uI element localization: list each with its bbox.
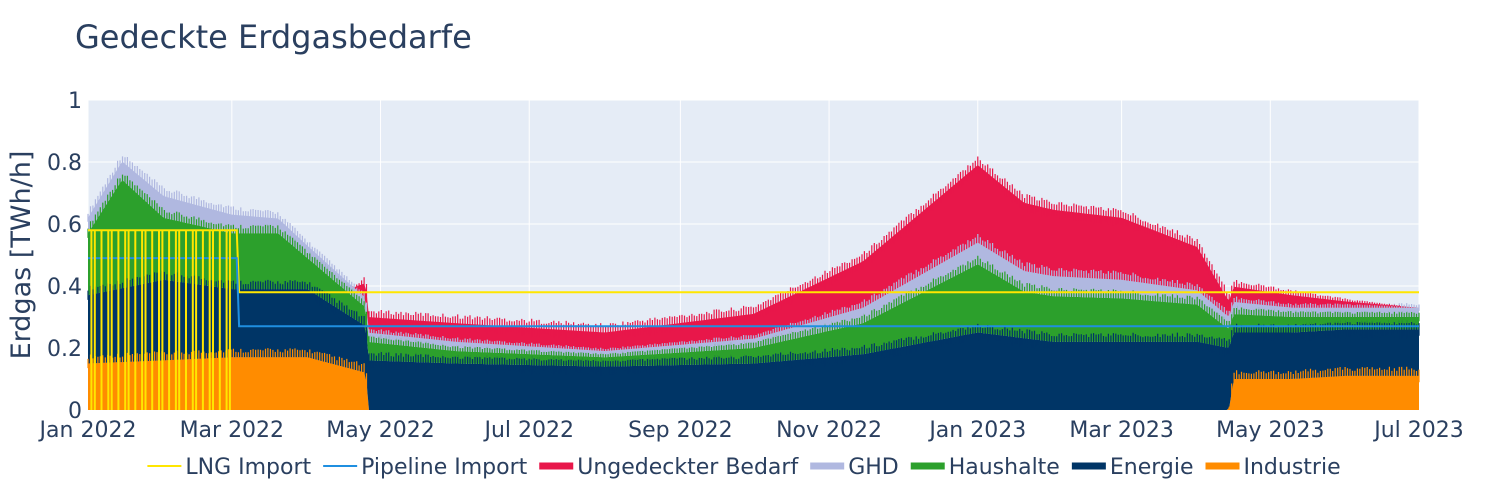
legend-item[interactable]: Pipeline Import (323, 455, 528, 480)
legend-item[interactable]: LNG Import (147, 455, 312, 480)
legend-label: GHD (848, 455, 899, 480)
legend-label: Haushalte (949, 455, 1060, 480)
legend-item[interactable]: Haushalte (910, 455, 1060, 480)
x-tick-label: Mar 2023 (1069, 418, 1174, 443)
area-series (88, 279, 1419, 410)
chart-title: Gedeckte Erdgasbedarfe (75, 18, 472, 56)
legend-item[interactable]: GHD (810, 455, 899, 480)
legend-label: Industrie (1244, 455, 1341, 480)
area-jitter (87, 270, 1420, 376)
x-tick-label: May 2023 (1216, 418, 1324, 443)
tick-layer: 0 0.2 0.4 0.6 0.8 1 Jan 2022 Mar 2022 May 2022 Ju… (38, 89, 1464, 443)
x-tick-label: Jan 2022 (38, 418, 137, 443)
legend-item[interactable]: Energie (1071, 455, 1194, 480)
y-axis-title: Erdgas [TWh/h] (6, 151, 37, 360)
noise-layer (87, 156, 1420, 409)
legend-label: Ungedeckter Bedarf (577, 455, 799, 480)
area-jitter (356, 156, 1400, 342)
lng-spikes (90, 230, 231, 410)
area-jitter (87, 156, 1420, 354)
y-tick-label: 0.6 (47, 213, 82, 238)
legend[interactable]: LNG Import Pipeline Import Ungedeckter Bed… (147, 455, 1341, 480)
y-tick-label: 0.8 (47, 151, 82, 176)
legend-item[interactable]: Ungedeckter Bedarf (539, 455, 799, 480)
y-tick-label: 1 (68, 89, 82, 114)
legend-label: Pipeline Import (361, 455, 527, 480)
legend-item[interactable]: Industrie (1205, 455, 1341, 480)
area-series (88, 161, 1419, 351)
x-tick-label: Jul 2023 (1372, 418, 1464, 443)
x-tick-label: May 2022 (326, 418, 434, 443)
y-tick-label: 0 (68, 399, 82, 424)
y-tick-label: 0.4 (47, 275, 82, 300)
legend-label: Energie (1110, 455, 1194, 480)
x-tick-label: Sep 2022 (628, 418, 732, 443)
line-layer (88, 229, 1419, 410)
y-tick-label: 0.2 (47, 337, 82, 362)
area-series (88, 180, 1419, 367)
x-tick-label: Jan 2023 (927, 418, 1026, 443)
x-tick-label: Mar 2022 (180, 418, 285, 443)
x-tick-label: Nov 2022 (776, 418, 882, 443)
legend-label: LNG Import (185, 455, 311, 480)
x-tick-label: Jul 2022 (482, 418, 574, 443)
area-jitter (87, 348, 1420, 409)
